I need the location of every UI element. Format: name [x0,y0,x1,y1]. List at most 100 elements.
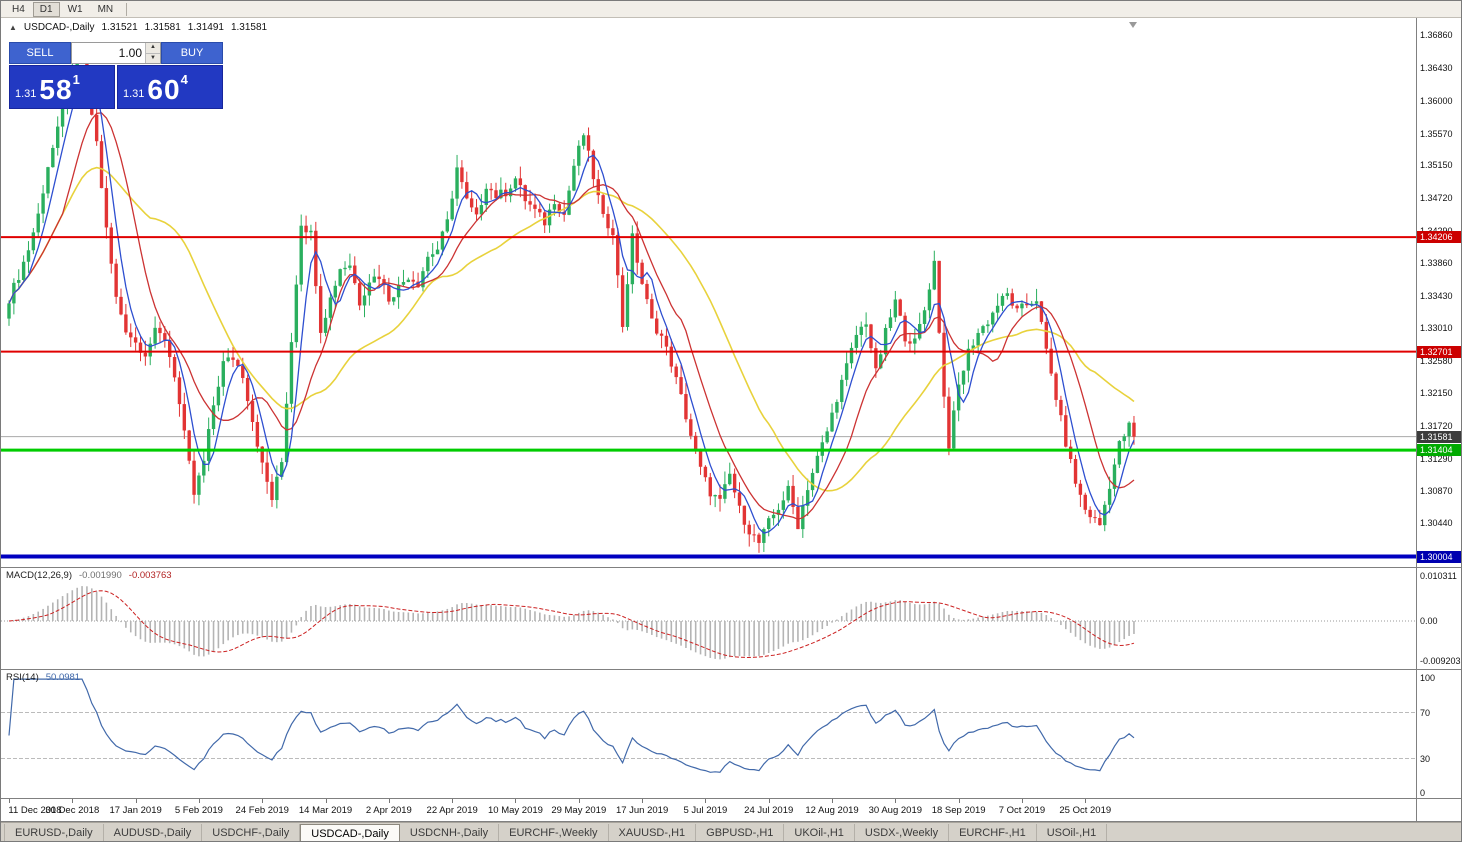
time-label: 7 Oct 2019 [998,805,1046,816]
time-axis[interactable]: 11 Dec 2018 30 Dec 2018 17 Jan 2019 5 Feb 2… [1,799,1461,821]
time-tick [578,799,580,803]
price-tick: 1.31720 [1420,421,1453,432]
time-tick [388,799,390,803]
ohlc-close: 1.31581 [230,22,268,33]
volume-stepper: ▲ ▼ [145,43,160,63]
chart-tab-usdcad-daily[interactable]: USDCAD-,Daily [300,824,400,841]
time-tick [895,799,897,803]
chart-tab-eurusd-daily[interactable]: EURUSD-,Daily [4,824,104,841]
price-tick: 1.32580 [1420,355,1453,366]
trade-prices-row: 1.31 58 1 1.31 60 4 [9,65,223,109]
macd-signal-value: -0.003763 [128,570,172,581]
price-line-tag: 1.30004 [1417,550,1461,563]
rsi-tick: 100 [1420,673,1436,683]
macd-tick: -0.009203 [1420,656,1461,667]
rsi-canvas[interactable] [1,670,1416,798]
panel-separator[interactable] [1,669,1461,670]
bid-price-big: 58 [39,74,73,105]
time-label: 29 May 2019 [551,805,607,816]
volume-increase-button[interactable]: ▲ [146,43,160,54]
ask-price-display[interactable]: 1.31 60 4 [117,65,223,109]
time-tick [135,799,137,803]
ask-price-prefix: 1.31 [123,88,145,100]
time-tick [642,799,644,803]
time-label: 30 Aug 2019 [868,805,923,816]
price-line-tag: 1.31404 [1417,444,1461,457]
timeframe-button-h4[interactable]: H4 [12,3,25,15]
timeframe-button-mn[interactable]: MN [97,3,114,15]
price-tick: 1.33010 [1420,323,1453,334]
price-tick: 1.36430 [1420,63,1453,74]
macd-tick: 0.010311 [1420,571,1457,581]
macd-axis: 0.010311 0.00 -0.009203 [1416,568,1461,669]
bid-price-display[interactable]: 1.31 58 1 [9,65,115,109]
price-tick: 1.33860 [1420,258,1453,269]
rsi-tick: 70 [1420,707,1431,718]
volume-box: 1.00 ▲ ▼ [71,42,161,64]
time-tick [705,799,707,803]
one-click-collapse-icon[interactable]: ▲ [9,23,17,32]
time-tick [832,799,834,803]
panel-separator[interactable] [1,567,1461,568]
time-tick [452,799,454,803]
chart-tab-xauusd-h1[interactable]: XAUUSD-,H1 [609,824,697,841]
rsi-panel[interactable]: RSI(14) 50.0981 100 70 30 0 [1,670,1461,798]
chart-tab-ukoil-h1[interactable]: UKOil-,H1 [784,824,855,841]
price-tick: 1.34720 [1420,193,1453,204]
macd-panel[interactable]: MACD(12,26,9) -0.001990 -0.003763 0.0103… [1,568,1461,669]
time-tick [1021,799,1023,803]
trade-controls-row: SELL 1.00 ▲ ▼ BUY [9,42,223,64]
volume-decrease-button[interactable]: ▼ [146,53,160,63]
bid-price-pipette: 1 [72,72,80,87]
chart-tab-gbpusd-h1[interactable]: GBPUSD-,H1 [696,824,785,841]
timeframe-button-group: H4 D1 W1 MN [5,1,121,17]
price-tick: 1.33430 [1420,291,1453,302]
rsi-axis: 100 70 30 0 [1416,670,1461,798]
ask-price-big: 60 [147,74,181,105]
chart-tab-eurchf-weekly[interactable]: EURCHF-,Weekly [499,824,609,841]
time-label: 14 Mar 2019 [298,805,353,816]
time-label: 22 Apr 2019 [426,805,478,816]
time-tick [262,799,264,803]
price-chart-panel[interactable]: ▲ USDCAD-,Daily 1.31521 1.31581 1.31491 … [1,18,1461,567]
price-tick: 1.35150 [1420,160,1453,171]
rsi-tick: 30 [1420,753,1431,764]
ohlc-high: 1.31581 [144,22,181,33]
chart-tab-eurchf-h1[interactable]: EURCHF-,H1 [949,824,1037,841]
time-tick [325,799,327,803]
time-tick [198,799,200,803]
one-click-trading-panel: SELL 1.00 ▲ ▼ BUY 1.31 58 1 1.31 60 4 [9,42,223,109]
chart-tab-usdcnh-daily[interactable]: USDCNH-,Daily [400,824,500,841]
chart-ohlc-header: ▲ USDCAD-,Daily 1.31521 1.31581 1.31491 … [9,22,267,33]
time-label: 30 Dec 2018 [45,805,100,816]
chart-tab-usoil-h1[interactable]: USOil-,H1 [1037,824,1108,841]
time-tick [515,799,517,803]
chart-tabs-bar: EURUSD-,Daily AUDUSD-,Daily USDCHF-,Daily U… [1,822,1461,841]
buy-button[interactable]: BUY [161,42,223,64]
time-label: 18 Sep 2019 [931,805,986,816]
price-tick: 1.32150 [1420,388,1453,399]
timeframe-button-d1[interactable]: D1 [32,1,60,17]
volume-input[interactable]: 1.00 [118,46,142,60]
price-tick: 1.36000 [1420,95,1453,106]
time-label: 12 Aug 2019 [805,805,859,816]
chart-symbol-period: USDCAD-,Daily [23,22,95,33]
macd-canvas[interactable] [1,568,1416,669]
ask-price-pipette: 4 [180,72,188,87]
chart-tab-usdx-weekly[interactable]: USDX-,Weekly [855,824,950,841]
sell-button[interactable]: SELL [9,42,71,64]
price-tick: 1.31290 [1420,453,1453,464]
chart-tab-audusd-daily[interactable]: AUDUSD-,Daily [104,824,203,841]
bid-price-prefix: 1.31 [15,88,37,100]
rsi-value: 50.0981 [45,672,81,683]
time-tick [9,799,10,803]
time-label: 5 Feb 2019 [174,805,223,816]
price-chart-canvas[interactable] [1,18,1416,567]
time-label: 24 Feb 2019 [235,805,289,816]
chart-tab-usdchf-daily[interactable]: USDCHF-,Daily [202,824,301,841]
price-axis[interactable]: 1.36860 1.36430 1.36000 1.35570 1.35150 1.347… [1416,18,1461,567]
price-tick: 1.30870 [1420,485,1453,496]
rsi-tick: 0 [1420,788,1426,798]
timeframe-button-w1[interactable]: W1 [67,3,83,15]
